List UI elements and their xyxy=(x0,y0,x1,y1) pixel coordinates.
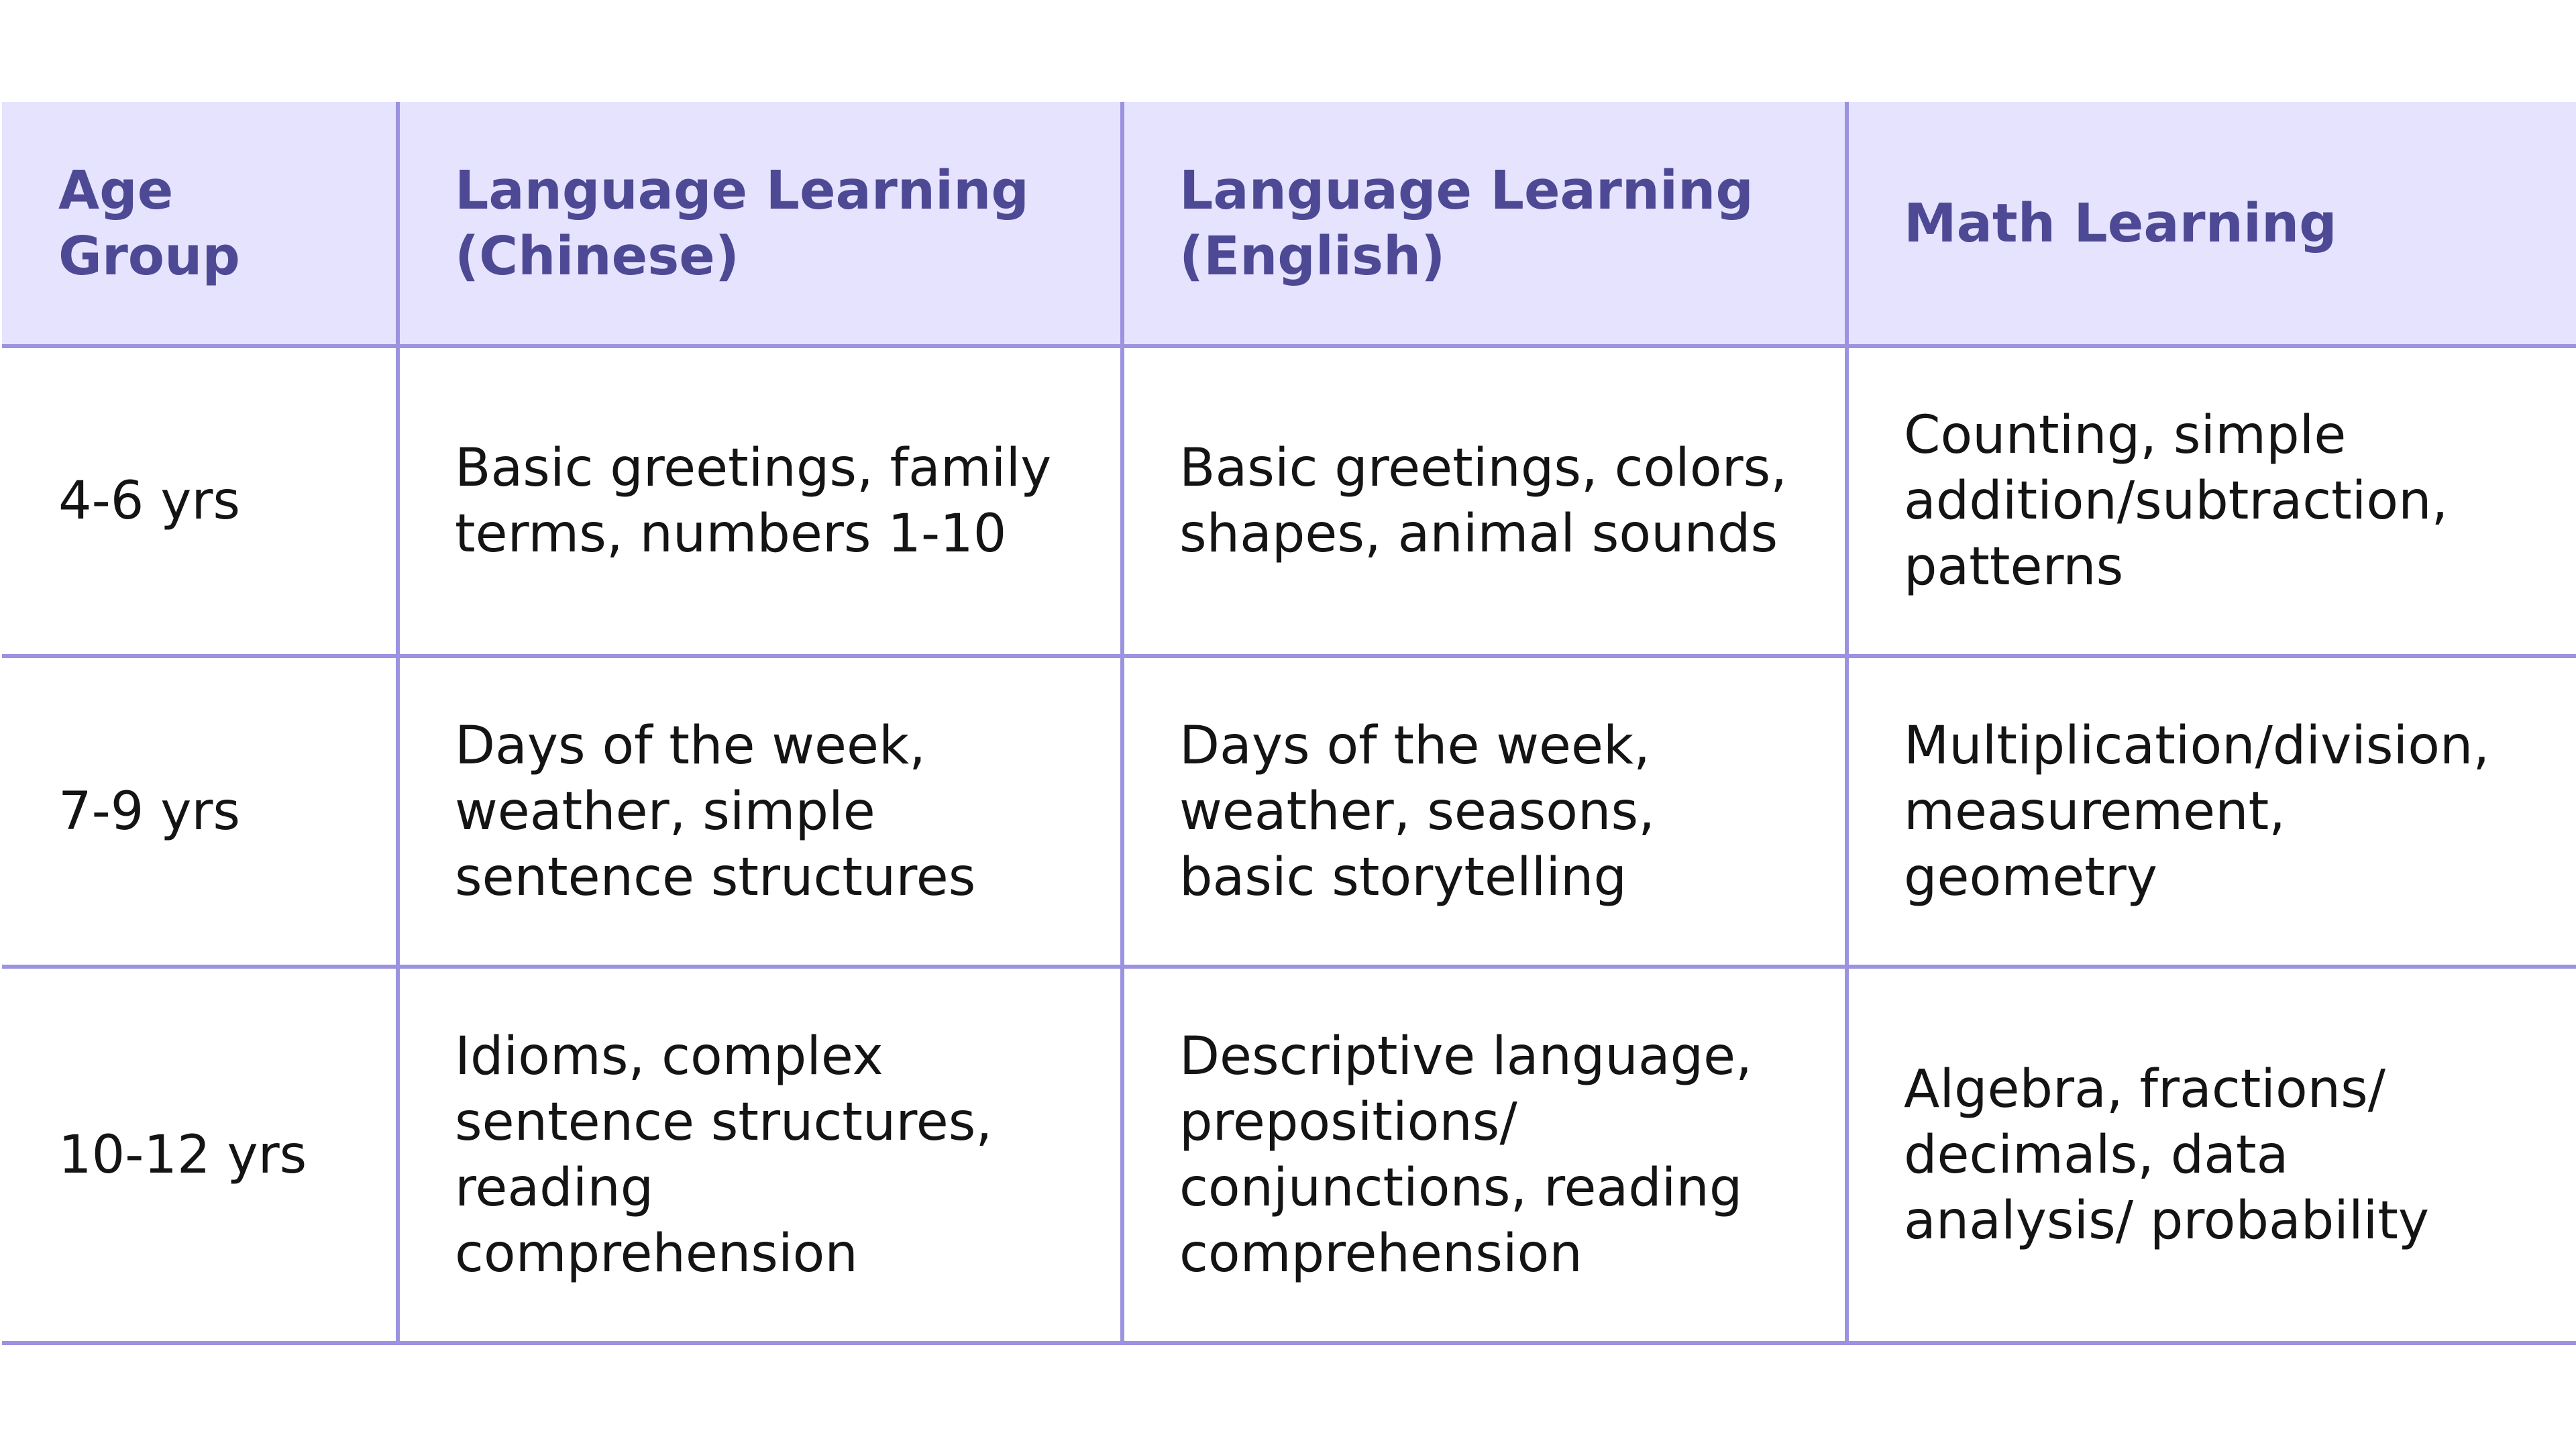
cell-age-group: 10-12 yrs xyxy=(2,967,398,1345)
header-age-group: Age Group xyxy=(2,102,398,348)
cell-language-english: Basic greetings, colors, shapes, animal … xyxy=(1120,346,1847,658)
cell-language-chinese: Idioms, complex sentence structures, rea… xyxy=(396,967,1122,1345)
table-header-row: Age Group Language Learning (Chinese) La… xyxy=(2,102,2576,348)
cell-age-group: 4-6 yrs xyxy=(2,346,398,658)
table-row: 10-12 yrs Idioms, complex sentence struc… xyxy=(2,967,2576,1345)
cell-age-group: 7-9 yrs xyxy=(2,656,398,969)
header-language-chinese: Language Learning (Chinese) xyxy=(396,102,1122,348)
learning-topics-table: Age Group Language Learning (Chinese) La… xyxy=(2,102,2576,1345)
cell-math-learning: Multiplication/division, measurement, ge… xyxy=(1845,656,2576,969)
table-row: 4-6 yrs Basic greetings, family terms, n… xyxy=(2,346,2576,658)
cell-language-chinese: Basic greetings, family terms, numbers 1… xyxy=(396,346,1122,658)
table-row: 7-9 yrs Days of the week, weather, simpl… xyxy=(2,656,2576,969)
header-language-english: Language Learning (English) xyxy=(1120,102,1847,348)
cell-language-english: Days of the week, weather, seasons, basi… xyxy=(1120,656,1847,969)
header-math-learning: Math Learning xyxy=(1845,102,2576,348)
cell-math-learning: Counting, simple addition/subtraction, p… xyxy=(1845,346,2576,658)
cell-language-english: Descriptive language, prepositions/ conj… xyxy=(1120,967,1847,1345)
cell-math-learning: Algebra, fractions/ decimals, data analy… xyxy=(1845,967,2576,1345)
cell-language-chinese: Days of the week, weather, simple senten… xyxy=(396,656,1122,969)
